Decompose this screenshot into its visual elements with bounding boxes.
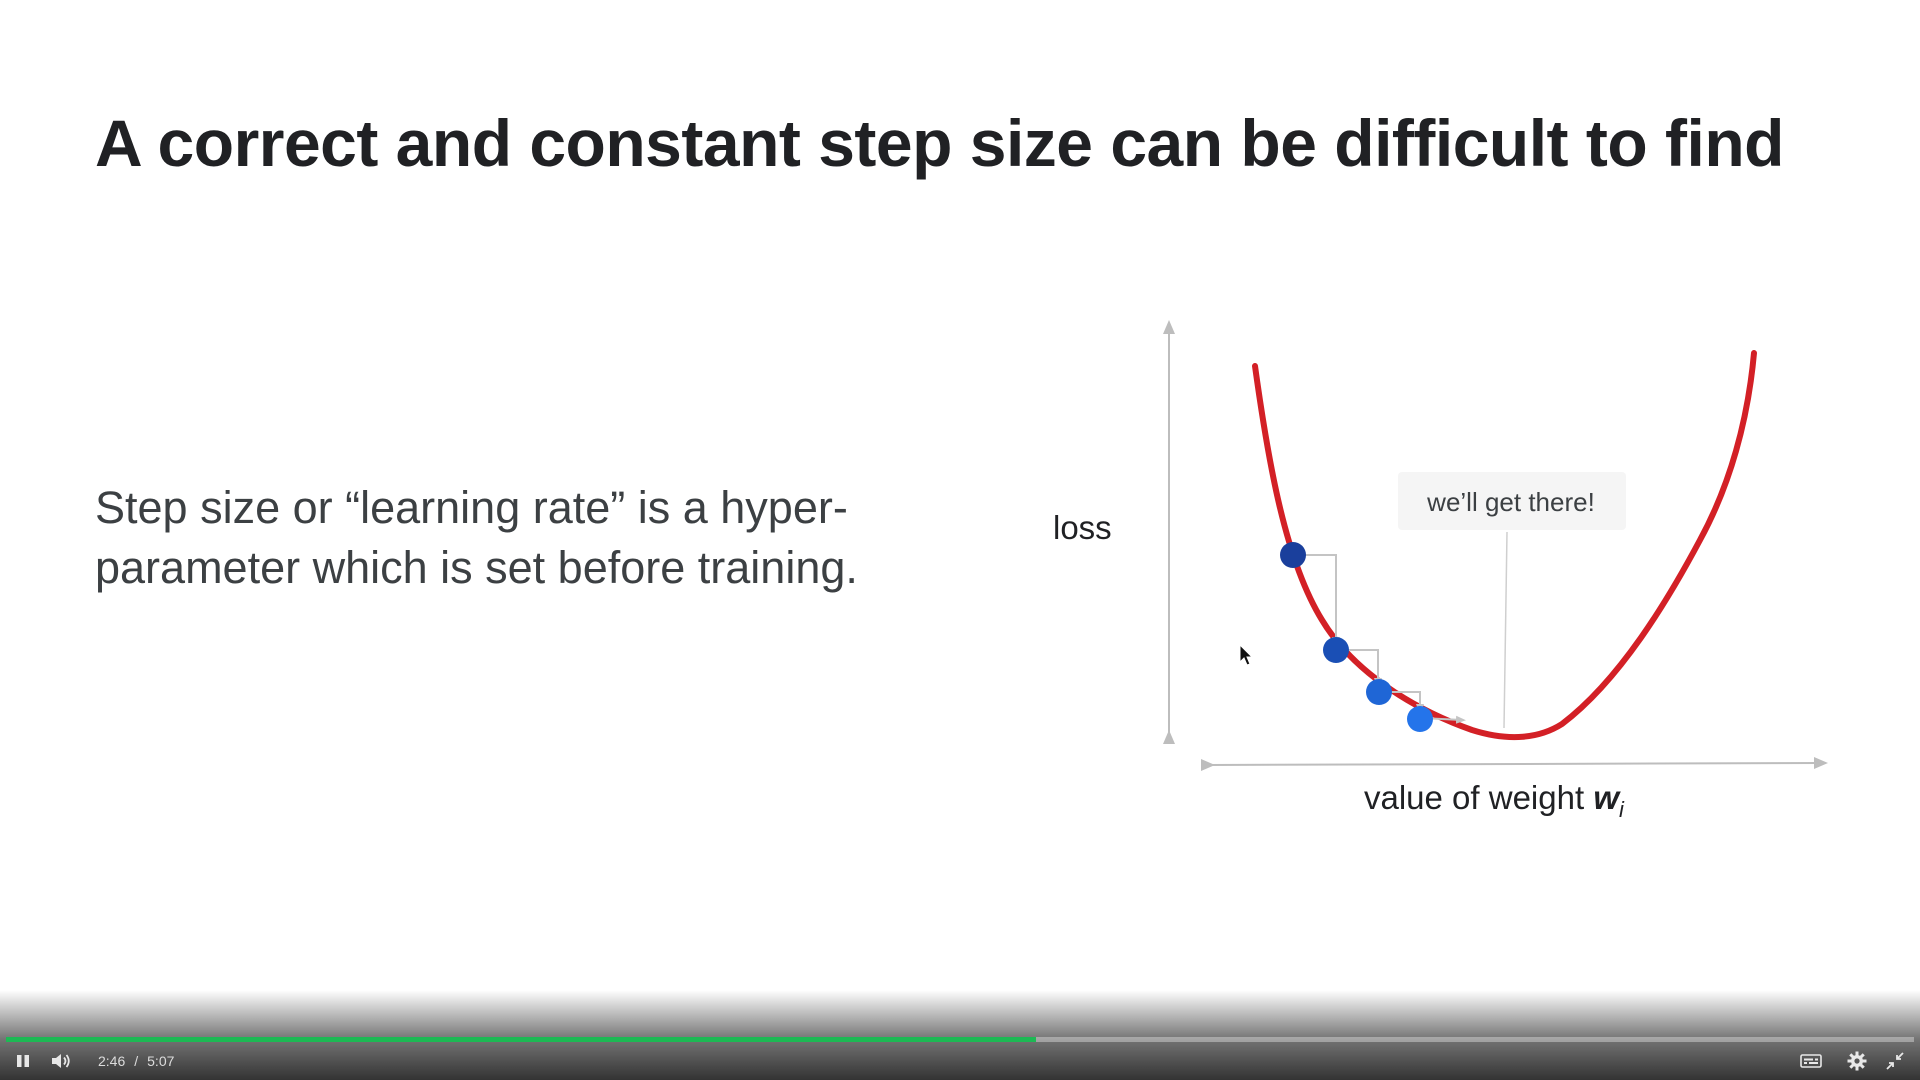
descent-point-3: [1366, 679, 1392, 705]
gear-icon: [1847, 1051, 1867, 1071]
player-controls-gradient: [0, 990, 1920, 1080]
captions-button[interactable]: [1796, 1046, 1826, 1076]
progress-bar-played: [6, 1037, 1037, 1042]
step-arrows: [1293, 554, 1466, 724]
volume-icon: [52, 1054, 70, 1068]
pause-icon: [17, 1055, 29, 1067]
volume-button[interactable]: [46, 1046, 76, 1076]
time-display: 2:46 / 5:07: [98, 1053, 174, 1069]
x-axis: [1200, 757, 1828, 772]
progress-bar[interactable]: [6, 1037, 1914, 1042]
descent-point-1: [1280, 542, 1306, 568]
callout-box: [1398, 472, 1626, 530]
slide-body-text: Step size or “learning rate” is a hyper-…: [95, 482, 858, 593]
slide-title: A correct and constant step size can be …: [95, 106, 1784, 180]
player-controls: 2:46 / 5:07: [0, 1042, 1920, 1080]
callout-text: we’ll get there!: [1426, 487, 1595, 517]
exit-fullscreen-icon: [1886, 1052, 1904, 1070]
descent-point-2: [1323, 637, 1349, 663]
settings-button[interactable]: [1842, 1046, 1872, 1076]
time-separator: /: [134, 1053, 139, 1069]
captions-icon: [1800, 1054, 1822, 1068]
current-time: 2:46: [98, 1053, 126, 1069]
x-axis-label: value of weight wi: [1364, 779, 1625, 822]
y-axis-label: loss: [1053, 509, 1112, 546]
duration: 5:07: [147, 1053, 175, 1069]
mouse-cursor-icon: [1239, 643, 1254, 666]
pause-button[interactable]: [8, 1046, 38, 1076]
x-axis-subscript: i: [1619, 797, 1625, 822]
x-axis-label-text: value of weight: [1364, 779, 1593, 816]
descent-point-4: [1407, 706, 1433, 732]
callout-pointer-line: [1503, 531, 1508, 729]
exit-fullscreen-button[interactable]: [1880, 1046, 1910, 1076]
x-axis-symbol: w: [1593, 779, 1621, 816]
